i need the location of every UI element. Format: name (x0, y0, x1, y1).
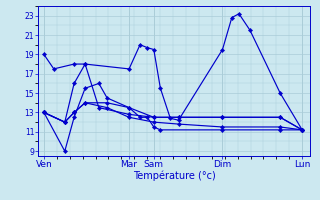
X-axis label: Température (°c): Température (°c) (133, 171, 216, 181)
